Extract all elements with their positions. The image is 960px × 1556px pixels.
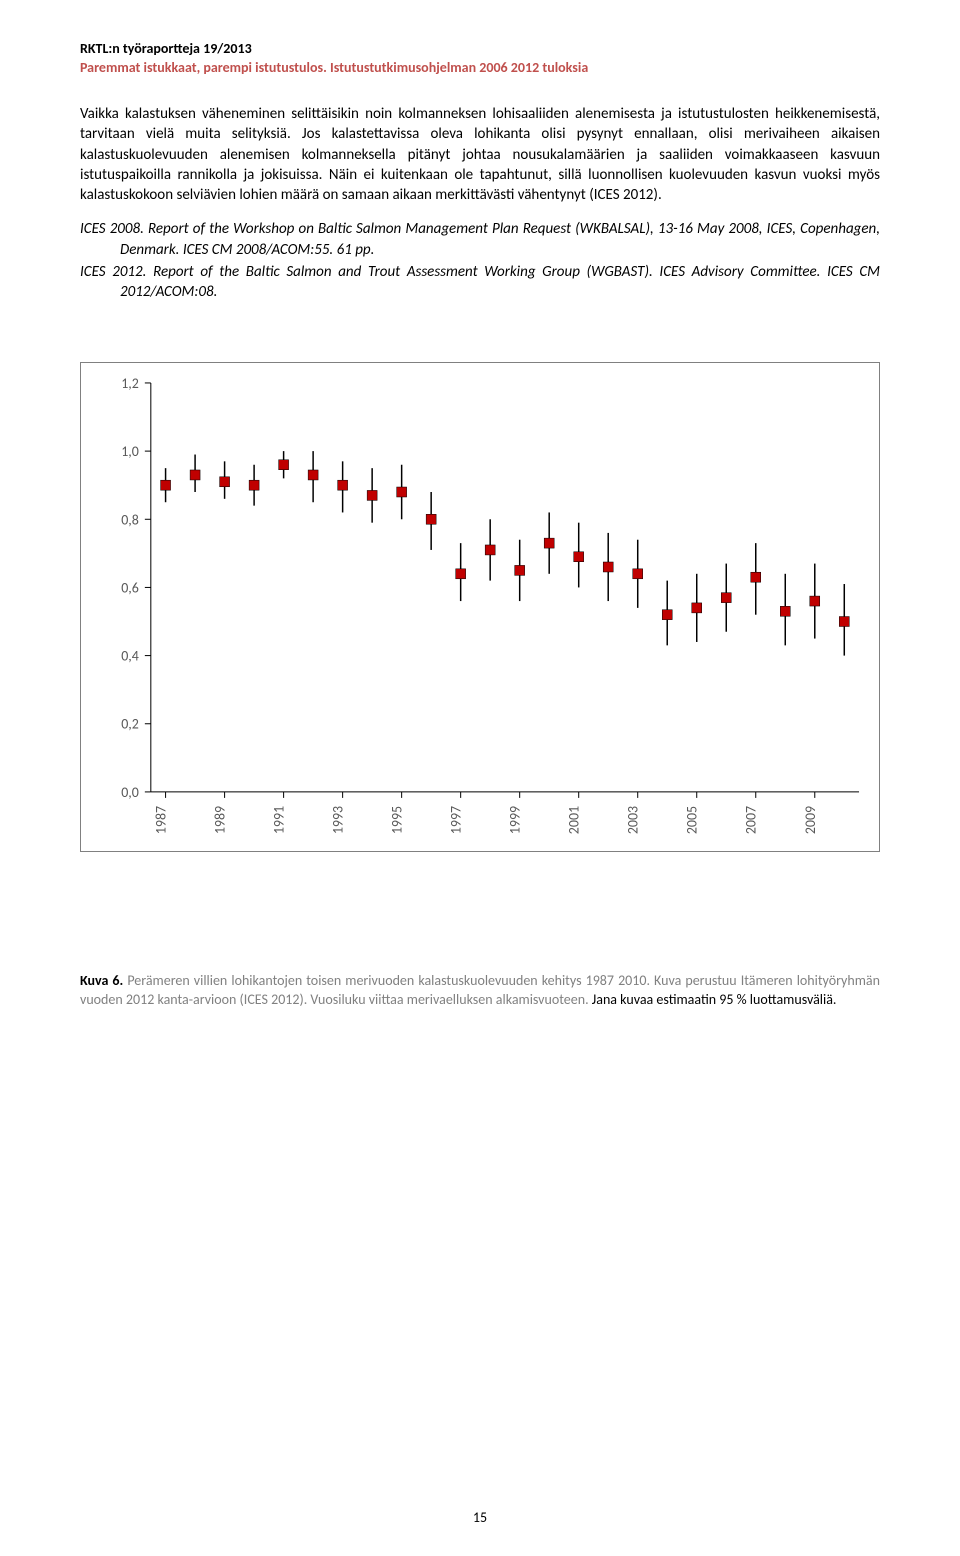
- mortality-chart: 0,0 0,2 0,4 0,6 0,8 1,0 1,2 1987 1989 1991 1993 199…: [80, 362, 880, 852]
- body-paragraph: Vaikka kalastuksen väheneminen selittäis…: [80, 104, 880, 205]
- svg-text:1999: 1999: [507, 806, 524, 834]
- svg-text:2005: 2005: [684, 806, 701, 834]
- chart-svg: 0,0 0,2 0,4 0,6 0,8 1,0 1,2 1987 1989 1991 1993 199…: [81, 363, 879, 852]
- report-series: RKTL:n työraportteja 19/2013: [80, 40, 880, 57]
- references-block: ICES 2008. Report of the Workshop on Bal…: [80, 219, 880, 302]
- svg-text:1993: 1993: [330, 806, 347, 834]
- svg-text:0,2: 0,2: [121, 716, 139, 733]
- svg-text:1989: 1989: [212, 806, 229, 834]
- figure-label: Kuva 6.: [80, 972, 123, 989]
- svg-text:1991: 1991: [271, 806, 288, 834]
- svg-text:2007: 2007: [743, 806, 760, 834]
- svg-text:0,6: 0,6: [121, 580, 139, 597]
- reference-item: ICES 2008. Report of the Workshop on Bal…: [80, 219, 880, 260]
- svg-text:2003: 2003: [625, 806, 642, 834]
- svg-text:1,0: 1,0: [121, 443, 139, 460]
- reference-item: ICES 2012. Report of the Baltic Salmon a…: [80, 262, 880, 303]
- caption-black-tail: Jana kuvaa estimaatin 95 % luottamusväli…: [589, 991, 837, 1008]
- figure-caption: Kuva 6. Perämeren villien lohikantojen t…: [80, 972, 880, 1010]
- svg-text:2009: 2009: [802, 806, 819, 834]
- svg-text:0,0: 0,0: [121, 784, 139, 801]
- svg-text:2001: 2001: [566, 806, 583, 834]
- svg-text:1997: 1997: [448, 806, 465, 834]
- svg-text:1995: 1995: [389, 806, 406, 834]
- svg-text:0,8: 0,8: [121, 512, 139, 529]
- page-number: 15: [0, 1509, 960, 1526]
- svg-text:0,4: 0,4: [121, 648, 139, 665]
- report-title: Paremmat istukkaat, parempi istutustulos…: [80, 59, 880, 76]
- svg-text:1987: 1987: [153, 806, 170, 834]
- svg-text:1,2: 1,2: [121, 375, 139, 392]
